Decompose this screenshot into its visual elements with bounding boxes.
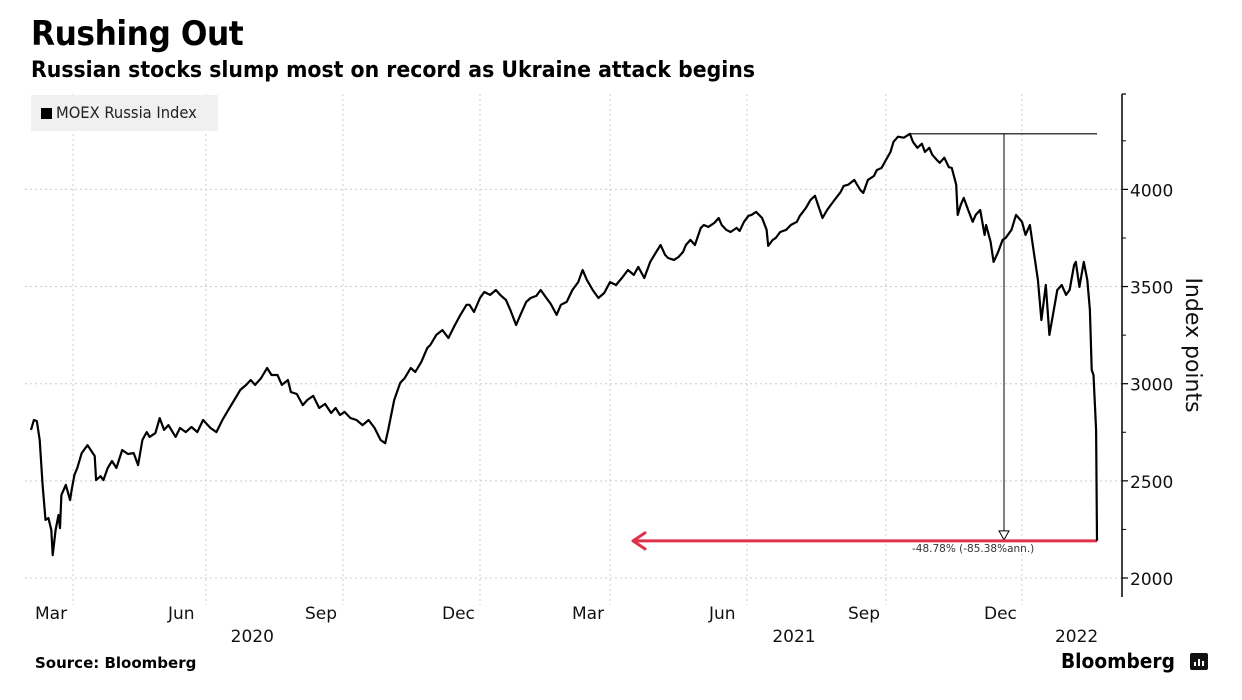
y-tick-label: 4000	[1130, 181, 1173, 201]
drawdown-annotation: -48.78% (-85.38%ann.)	[631, 133, 1097, 555]
series-line-moex-russia-index	[29, 132, 1099, 557]
drawdown-label: -48.78% (-85.38%ann.)	[912, 543, 1034, 555]
x-year-label: 2021	[772, 627, 815, 647]
y-tick-label: 3000	[1130, 376, 1173, 396]
x-tick-label: Mar	[35, 604, 67, 624]
legend: MOEX Russia Index	[31, 95, 218, 131]
x-tick-label: Sep	[848, 604, 880, 624]
drop-marker-triangle-icon	[998, 530, 1010, 541]
chart-subtitle: Russian stocks slump most on record as U…	[31, 58, 756, 83]
chart-title: Rushing Out	[31, 14, 244, 54]
arrow-head-left-icon	[631, 531, 647, 551]
y-tick-label: 2500	[1130, 473, 1173, 493]
y-axis: 2000 2500 3000 3500 4000	[1121, 93, 1173, 597]
x-tick-label: Jun	[708, 604, 736, 624]
y-tick-label: 2000	[1130, 570, 1173, 590]
x-year-label: 2020	[231, 627, 274, 647]
legend-label: MOEX Russia Index	[56, 103, 197, 122]
x-tick-label: Dec	[442, 604, 475, 624]
y-tick-label: 3500	[1130, 279, 1173, 299]
x-tick-label: Mar	[572, 604, 604, 624]
gridlines	[25, 94, 1122, 605]
x-tick-label: Sep	[305, 604, 337, 624]
bloomberg-chart-icon	[1190, 653, 1208, 670]
x-tick-label: Dec	[984, 604, 1017, 624]
x-year-label: 2022	[1055, 627, 1098, 647]
brand-logo-text: Bloomberg	[1061, 649, 1175, 673]
legend-swatch	[41, 108, 52, 119]
source-note: Source: Bloomberg	[35, 654, 197, 672]
x-axis: Mar Jun Sep Dec Mar Jun Sep Dec 2020 2021 2022	[35, 604, 1098, 647]
y-axis-label: Index points	[1180, 277, 1205, 412]
x-tick-label: Jun	[167, 604, 195, 624]
